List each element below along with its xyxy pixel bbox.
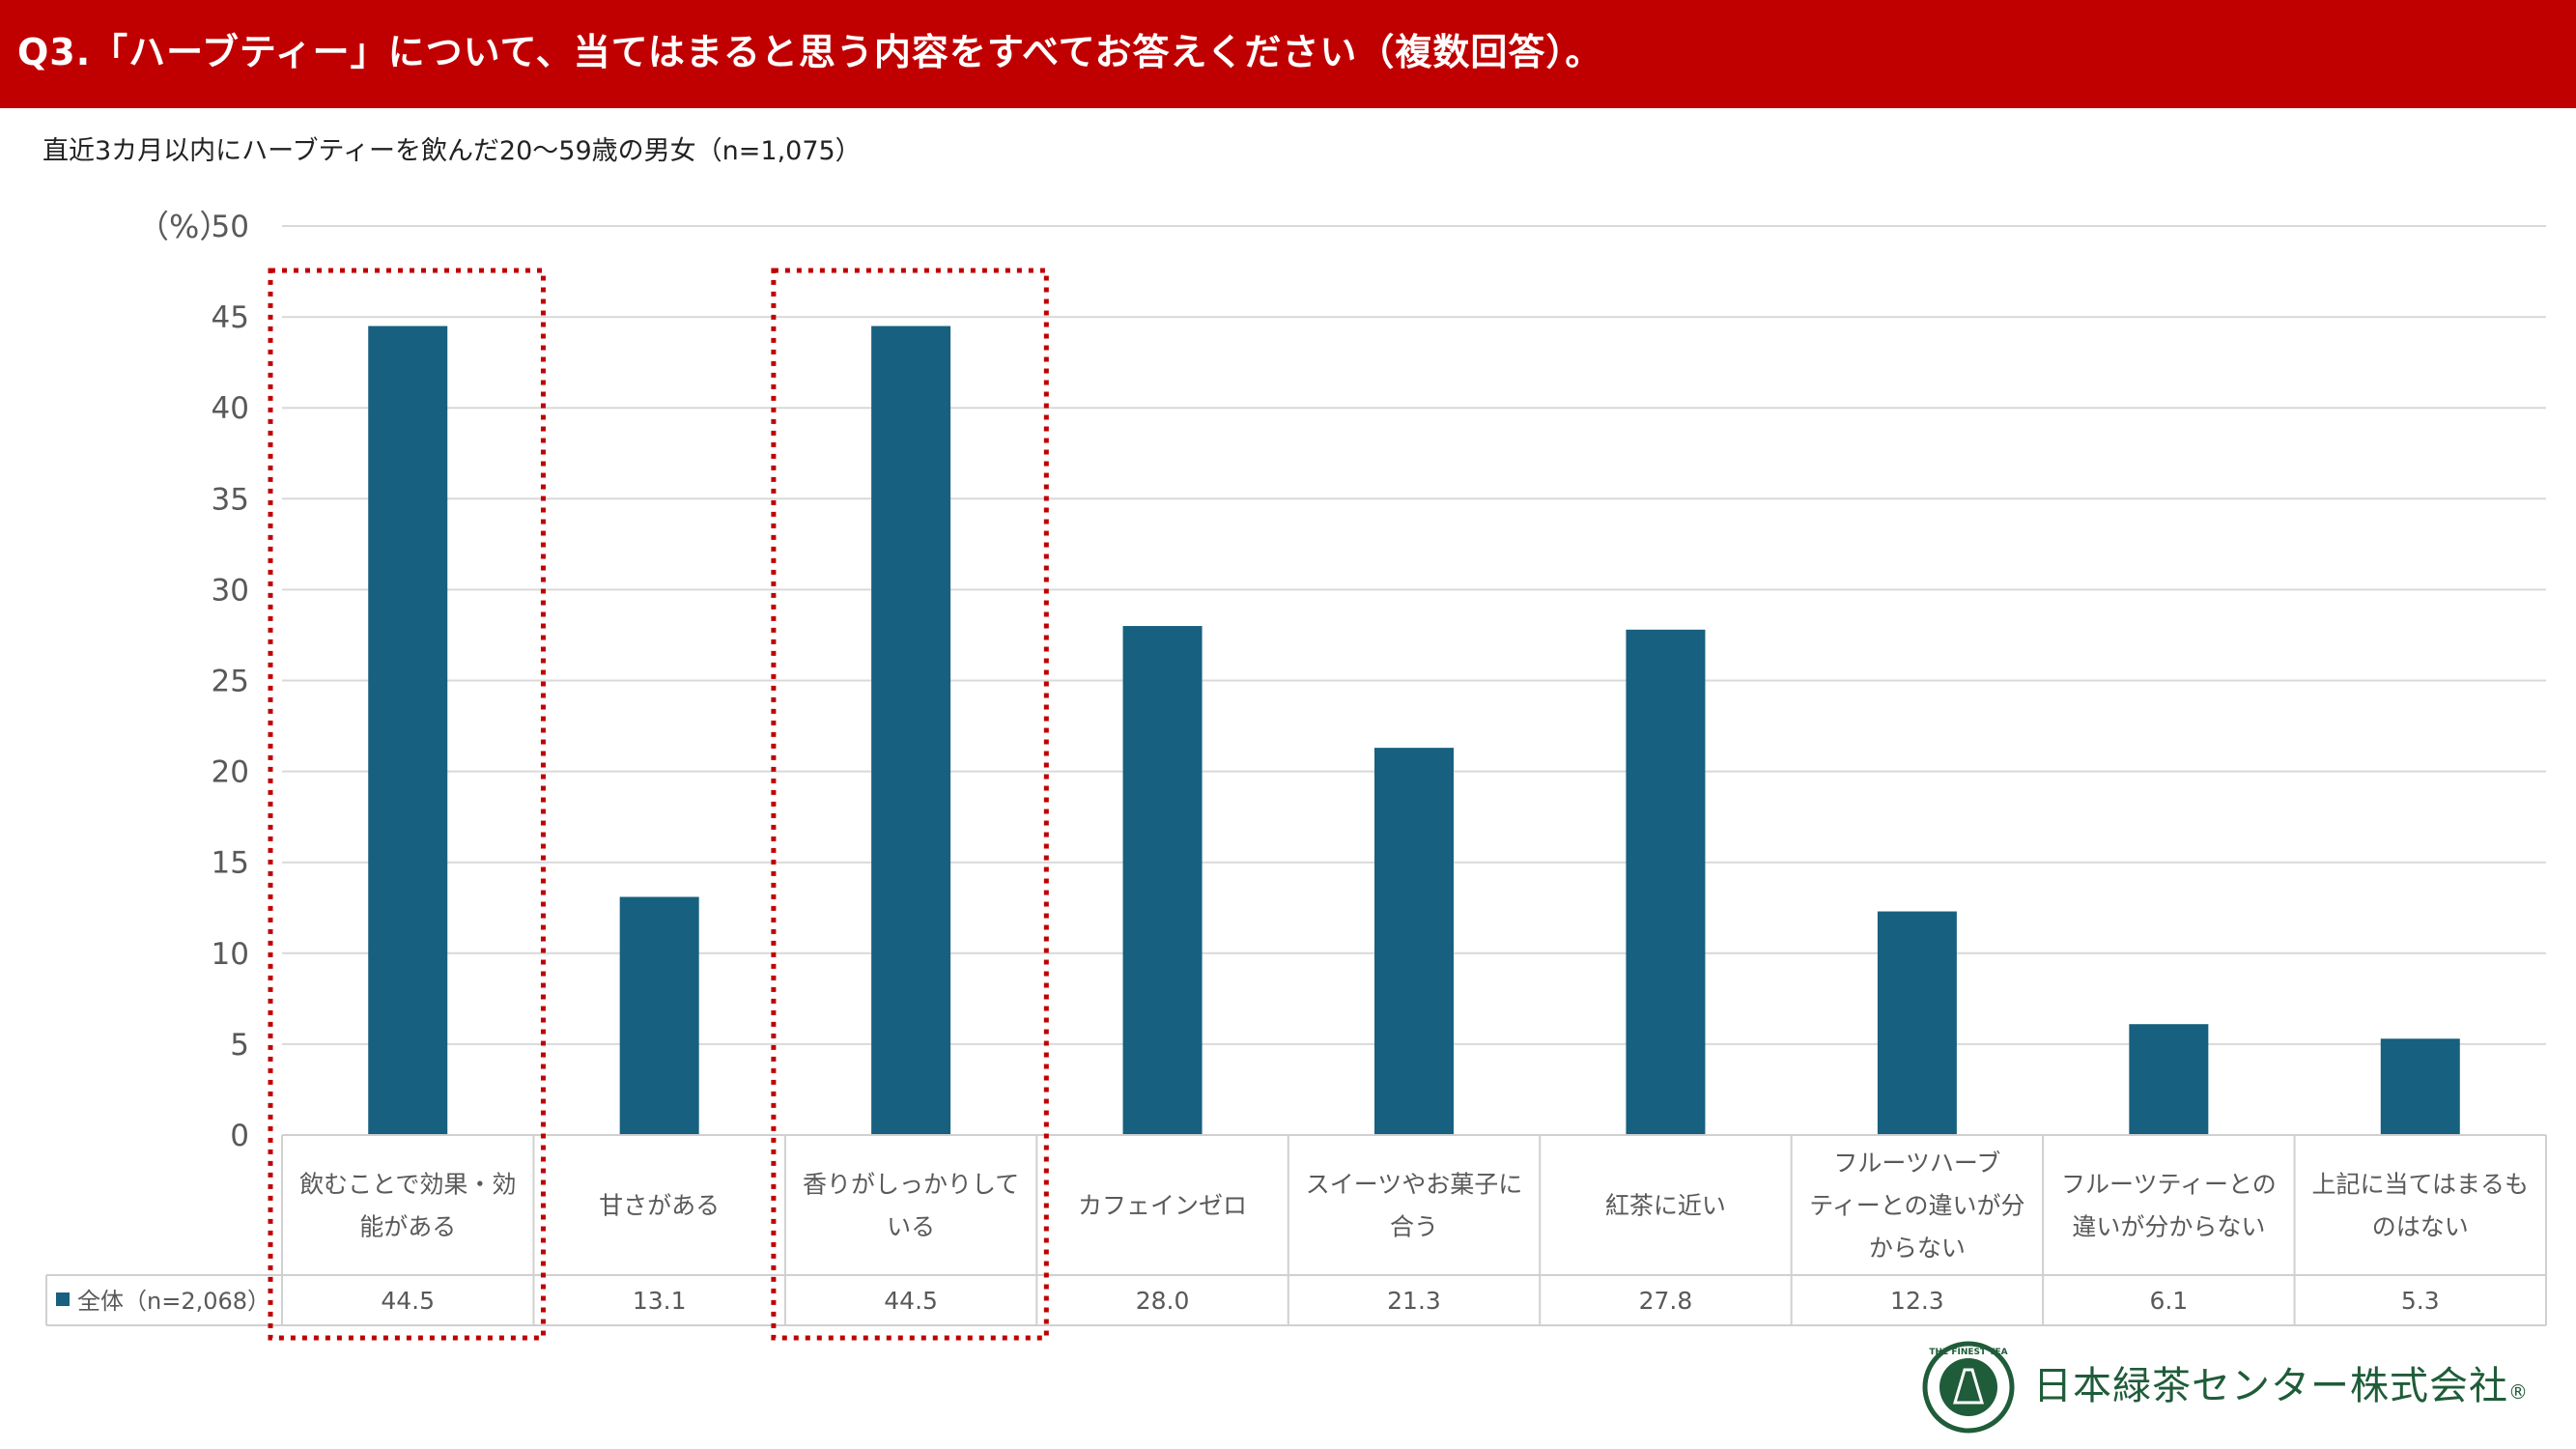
bar	[1374, 748, 1454, 1135]
data-label: 44.5	[381, 1287, 435, 1315]
x-tick-label: 紅茶に近い	[1605, 1192, 1726, 1220]
x-tick-label: フルーツティーとの違いが分からない	[2061, 1171, 2277, 1241]
registered-mark: ®	[2508, 1380, 2529, 1404]
data-label: 6.1	[2149, 1287, 2188, 1315]
y-tick-label: 40	[212, 391, 249, 426]
company-name: 日本緑茶センター株式会社	[2033, 1364, 2508, 1408]
data-label: 5.3	[2401, 1287, 2440, 1315]
bar	[871, 326, 951, 1135]
logo-leaf-icon	[1952, 1368, 1985, 1405]
highlight-box	[268, 268, 546, 1341]
legend-swatch	[56, 1293, 70, 1306]
y-tick-label: 35	[212, 482, 249, 517]
y-tick-label: 50	[212, 210, 249, 244]
logo-badge-inner	[1939, 1358, 1997, 1416]
data-label: 21.3	[1387, 1287, 1441, 1315]
highlight-box	[771, 268, 1049, 1341]
company-logo-text: 日本緑茶センター株式会社®	[2033, 1354, 2529, 1410]
bar	[368, 326, 448, 1135]
bar	[1626, 629, 1706, 1135]
y-tick-label: 5	[230, 1028, 249, 1063]
y-tick-label: 15	[212, 846, 249, 881]
bar	[2380, 1038, 2460, 1135]
header-bar: Q3.「ハーブティー」について、当てはまると思う内容をすべてお答えください（複数…	[0, 0, 2576, 108]
data-label: 13.1	[633, 1287, 687, 1315]
data-label: 27.8	[1639, 1287, 1693, 1315]
bar	[1122, 626, 1203, 1135]
y-tick-label: 45	[212, 300, 249, 335]
logo-badge-text: THE FINEST TEA	[1929, 1348, 2007, 1357]
question-title: Q3.「ハーブティー」について、当てはまると思う内容をすべてお答えください（複数…	[17, 31, 1603, 73]
y-tick-label: 25	[212, 665, 249, 699]
legend-label: 全体（n=2,068）	[77, 1288, 270, 1315]
x-tick-label: 上記に当てはまるものはない	[2312, 1171, 2530, 1241]
x-tick-label: カフェインゼロ	[1078, 1192, 1247, 1220]
bar	[1877, 911, 1957, 1135]
bar	[619, 896, 699, 1135]
bar	[2129, 1024, 2209, 1135]
data-label: 12.3	[1890, 1287, 1944, 1315]
y-tick-label: 30	[212, 573, 249, 608]
y-axis-label: （%）	[137, 208, 231, 245]
x-tick-label: 甘さがある	[599, 1192, 720, 1220]
sample-description: 直近3カ月以内にハーブティーを飲んだ20～59歳の男女（n=1,075）	[42, 136, 862, 166]
data-label: 44.5	[884, 1287, 938, 1315]
x-tick-label: スイーツやお菓子に合う	[1306, 1171, 1523, 1241]
x-tick-label: 飲むことで効果・効能がある	[299, 1171, 516, 1241]
data-label: 28.0	[1136, 1287, 1190, 1315]
x-tick-label: フルーツハーブティーとの違いが分からない	[1809, 1150, 2024, 1263]
y-tick-label: 10	[212, 937, 249, 972]
y-tick-label: 0	[230, 1119, 249, 1153]
x-tick-label: 香りがしっかりしている	[803, 1171, 1019, 1241]
y-tick-label: 20	[212, 755, 249, 790]
